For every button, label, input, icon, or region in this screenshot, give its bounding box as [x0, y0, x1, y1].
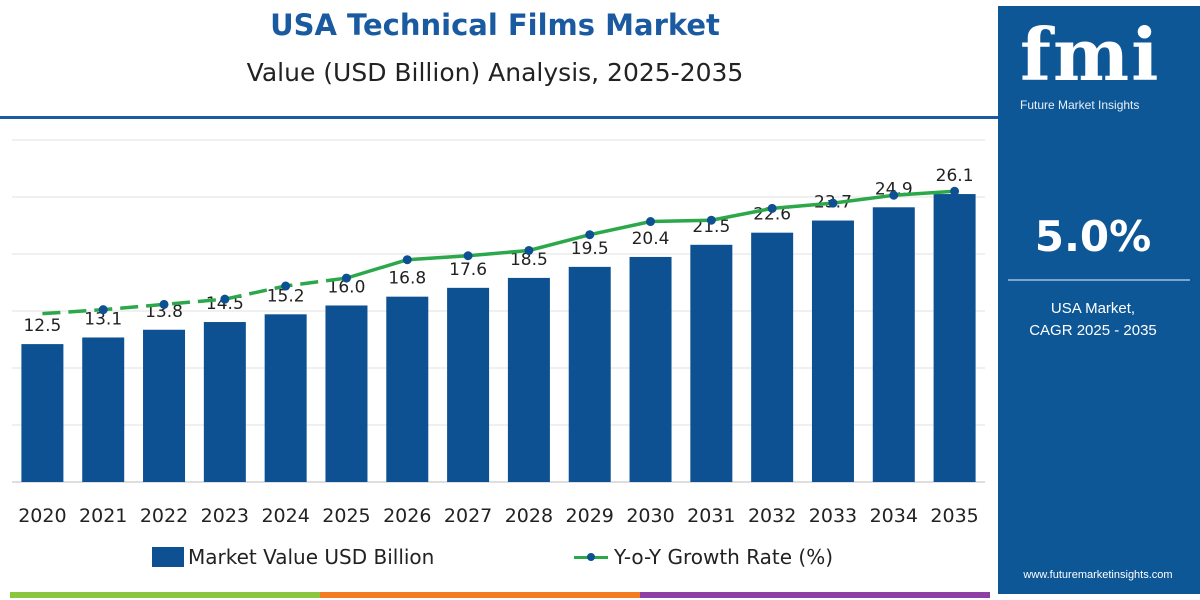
bar-2020	[21, 344, 64, 482]
data-label-2029: 19.5	[571, 239, 609, 259]
bar-2035	[933, 194, 976, 483]
chart-subtitle: Value (USD Billion) Analysis, 2025-2035	[246, 58, 744, 87]
growth-point-2031	[706, 215, 716, 225]
side-divider	[1008, 279, 1190, 281]
data-label-2026: 16.8	[388, 269, 426, 289]
side-panel: fmi Future Market Insights 5.0% USA Mark…	[998, 6, 1200, 594]
growth-point-2022	[159, 299, 169, 309]
x-tick-label-2030: 2030	[626, 505, 674, 527]
data-label-2021: 13.1	[84, 309, 122, 329]
bottom-strip-orange	[320, 592, 640, 598]
data-label-2024: 15.2	[267, 286, 305, 306]
bar-2030	[629, 256, 672, 482]
bottom-strip-purple	[640, 592, 990, 598]
cagr-label: USA Market, CAGR 2025 - 2035	[998, 298, 1188, 342]
growth-point-2030	[646, 217, 656, 227]
x-tick-label-2029: 2029	[566, 505, 614, 527]
x-tick-label-2035: 2035	[930, 505, 978, 527]
header-divider	[0, 116, 998, 119]
bar-2031	[690, 244, 733, 482]
cagr-label-line2: CAGR 2025 - 2035	[1029, 322, 1157, 339]
bar-2021	[82, 337, 125, 482]
bar-2023	[203, 322, 246, 482]
bottom-strip-green	[10, 592, 320, 598]
growth-point-2021	[98, 305, 108, 315]
x-tick-label-2021: 2021	[79, 505, 127, 527]
data-label-2030: 20.4	[632, 229, 670, 249]
bar-2028	[507, 277, 550, 482]
x-tick-label-2028: 2028	[505, 505, 553, 527]
x-tick-label-2026: 2026	[383, 505, 431, 527]
x-tick-label-2034: 2034	[870, 505, 918, 527]
data-label-2020: 12.5	[23, 316, 61, 336]
legend-item-market-value: Market Value USD Billion	[152, 545, 434, 569]
cagr-value: 5.0%	[1034, 212, 1152, 261]
data-label-2028: 18.5	[510, 250, 548, 270]
chart-title: USA Technical Films Market	[270, 8, 720, 42]
growth-point-2032	[767, 203, 777, 213]
growth-point-2029	[585, 230, 595, 240]
bar-2027	[447, 287, 490, 482]
bar-2025	[325, 305, 368, 482]
bar-2033	[811, 220, 854, 483]
growth-point-2023	[220, 294, 230, 304]
x-tick-label-2024: 2024	[261, 505, 309, 527]
bar-2029	[568, 266, 611, 482]
logo-caption: Future Market Insights	[1020, 98, 1140, 112]
x-tick-label-2027: 2027	[444, 505, 492, 527]
legend-bar-swatch	[152, 547, 184, 567]
legend-item-growth-rate: Y-o-Y Growth Rate (%)	[574, 545, 833, 569]
bar-2032	[751, 232, 794, 482]
legend-line-swatch	[574, 552, 608, 561]
website-url[interactable]: www.futuremarketinsights.com	[1023, 569, 1173, 581]
bar-2034	[872, 207, 915, 483]
bar-2026	[386, 296, 429, 482]
legend-label-market-value: Market Value USD Billion	[188, 545, 435, 569]
bar-line-chart: 12.5202013.1202113.8202214.5202315.22024…	[12, 139, 985, 527]
data-label-2025: 16.0	[328, 277, 366, 297]
x-tick-label-2022: 2022	[140, 505, 188, 527]
growth-point-2027	[463, 251, 473, 261]
x-tick-label-2023: 2023	[201, 505, 249, 527]
x-tick-label-2031: 2031	[687, 505, 735, 527]
x-tick-label-2033: 2033	[809, 505, 857, 527]
growth-point-2028	[524, 245, 534, 255]
growth-point-2025	[341, 273, 351, 283]
x-tick-label-2032: 2032	[748, 505, 796, 527]
growth-point-2035	[950, 186, 960, 196]
x-tick-label-2025: 2025	[322, 505, 370, 527]
bar-2022	[143, 329, 186, 482]
growth-point-2026	[402, 255, 412, 265]
bar-2024	[264, 314, 307, 482]
fmi-logo: fmi	[1020, 12, 1161, 97]
data-label-2035: 26.1	[936, 166, 974, 186]
growth-point-2033	[828, 198, 838, 208]
growth-point-2034	[889, 190, 899, 200]
data-label-2027: 17.6	[449, 260, 487, 280]
cagr-label-line1: USA Market,	[1050, 300, 1136, 317]
x-tick-label-2020: 2020	[18, 505, 66, 527]
legend-label-growth-rate: Y-o-Y Growth Rate (%)	[614, 545, 834, 569]
growth-point-2024	[281, 281, 291, 291]
